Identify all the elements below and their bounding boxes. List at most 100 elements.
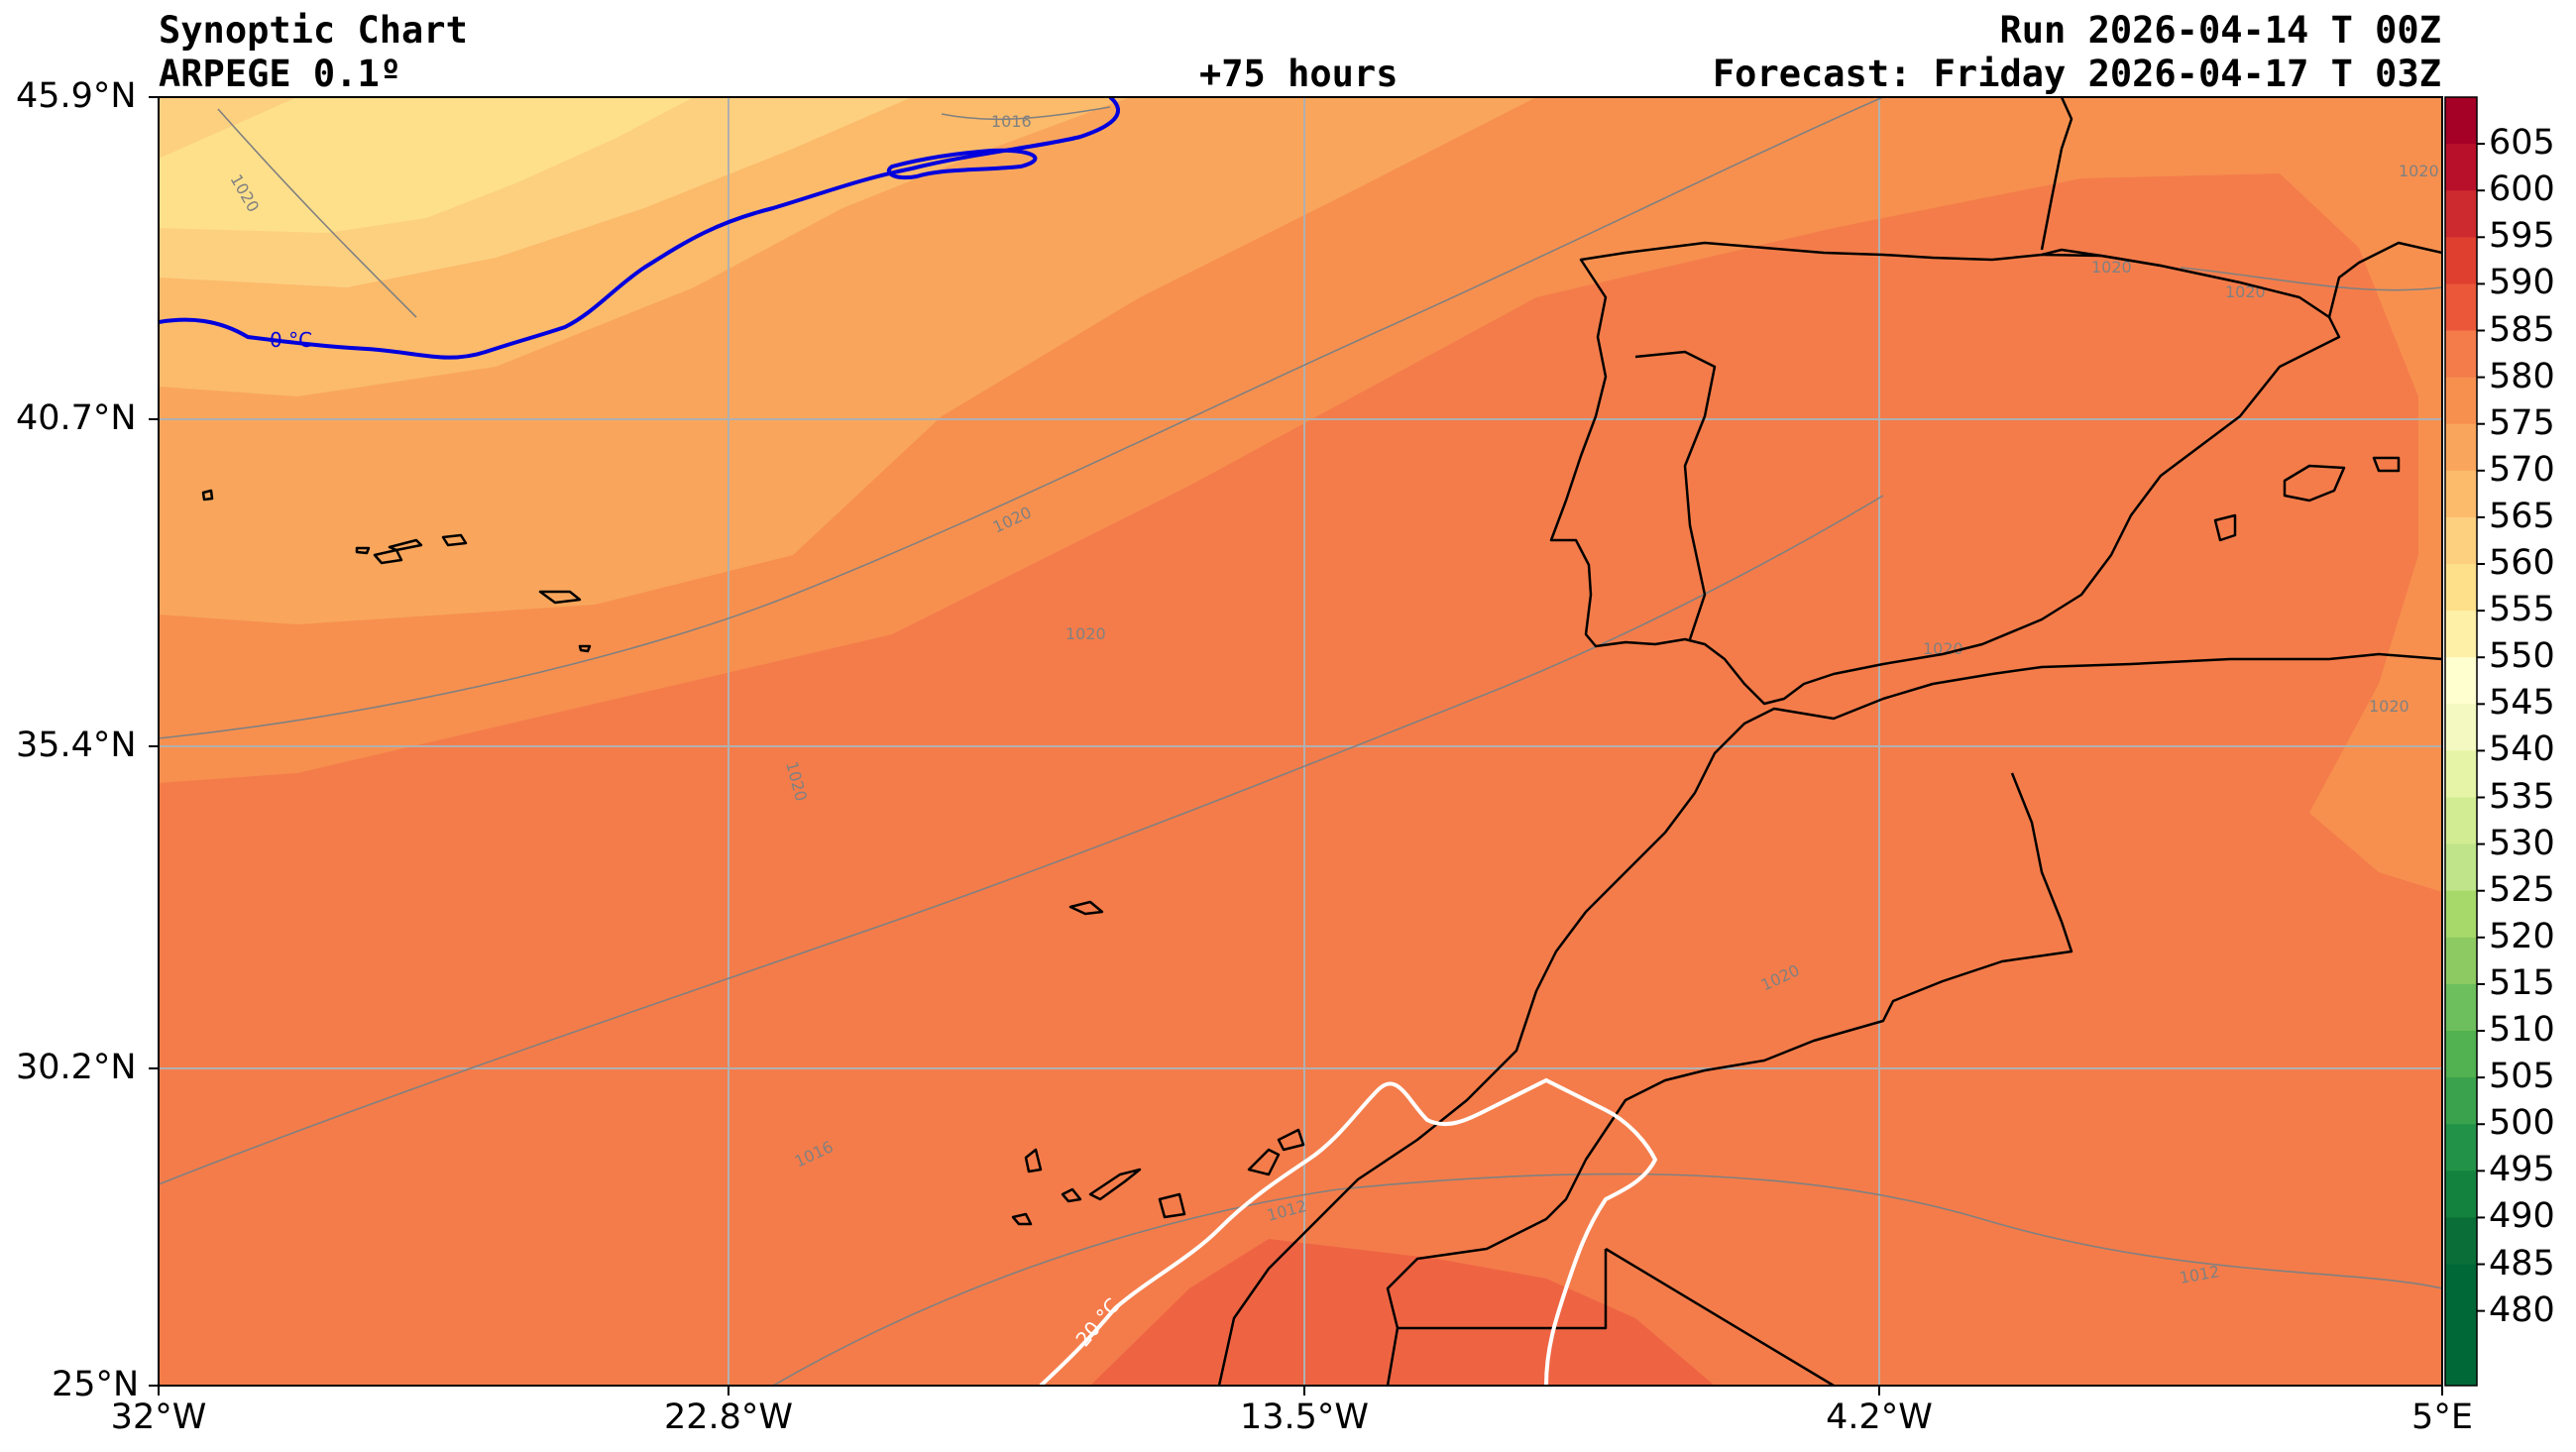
colorbar-label-515: 515 [2489,962,2555,1003]
colorbar-label-490: 490 [2489,1196,2555,1237]
colorbar-swatch [2445,564,2477,612]
azores-6 [538,590,582,605]
colorbar-swatch [2445,1171,2477,1218]
colorbar-label-590: 590 [2489,263,2555,303]
canary-1 [1024,1148,1043,1173]
colorbar-swatch [2445,1310,2477,1387]
colorbar-swatch [2445,797,2477,845]
colorbar-label-545: 545 [2489,683,2555,724]
colorbar-swatch [2445,190,2477,238]
colorbar-swatch [2445,377,2477,425]
isobar-label-1020-east: 1020 [2369,697,2409,716]
colorbar-label-540: 540 [2489,729,2555,770]
lon-label-5e: 5°E [2411,1397,2473,1437]
isobar-label-1016-top: 1016 [991,112,1032,131]
colorbar-swatch [2445,1077,2477,1125]
lat-label-45-9: 45.9°N [16,76,137,116]
colorbar-swatch [2445,890,2477,939]
africa-coast [1217,652,2442,1386]
chart-title: Synoptic Chart [159,9,468,52]
canary-2 [1061,1187,1082,1203]
colorbar-label-530: 530 [2489,823,2555,863]
colorbar-label-505: 505 [2489,1057,2555,1097]
canary-5 [1247,1148,1281,1176]
model-name: ARPEGE 0.1º [159,53,402,95]
isobar-label-1020-france: 1020 [2225,282,2266,301]
coastlines [201,97,2442,1386]
colorbar-swatch [2445,750,2477,799]
azores-1 [201,489,214,502]
colorbar-label-575: 575 [2489,402,2555,443]
azores-7 [578,644,592,653]
colorbar-label-585: 585 [2489,309,2555,350]
colorbar-swatch [2445,704,2477,751]
colorbar-label-565: 565 [2489,496,2555,536]
isobar-label-1020-ne: 1020 [2399,162,2439,180]
colorbar-swatch [2445,1031,2477,1078]
colorbar-swatch [2445,97,2477,145]
france-coast [2040,97,2073,251]
colorbar-label-580: 580 [2489,356,2555,396]
azores-4 [388,538,423,552]
pyrenees-border [2041,253,2162,268]
canary-4 [1158,1192,1186,1219]
colorbar-label-500: 500 [2489,1103,2555,1144]
colorbar-label-550: 550 [2489,636,2555,677]
colorbar-frame [2444,96,2478,1387]
colorbar-swatch [2445,1124,2477,1172]
portugal-border [1634,350,1717,640]
colorbar-swatch [2445,611,2477,658]
plot-frame [158,96,2443,1387]
colorbar-label-495: 495 [2489,1150,2555,1190]
isobar-label-1020-biscay: 1020 [2091,258,2132,277]
colorbar-swatch [2445,516,2477,565]
colorbar-label-560: 560 [2489,543,2555,583]
isotherm-0c-ring [886,148,1038,180]
axis-ticks [149,96,2443,1396]
isobars [159,97,2442,1386]
colorbar-swatch [2445,470,2477,518]
lat-label-30-2: 30.2°N [16,1048,137,1087]
colorbar-swatch [2445,423,2477,472]
lat-label-25: 25°N [52,1365,140,1404]
isotherm-20c [1039,1077,1658,1386]
lon-label-13-5w: 13.5°W [1239,1397,1370,1437]
forecast-time: Forecast: Friday 2026-04-17 T 03Z [1712,53,2441,95]
colorbar-label-520: 520 [2489,916,2555,956]
lat-label-40-7: 40.7°N [16,398,137,438]
azores-2 [355,546,371,555]
colorbar-label-525: 525 [2489,869,2555,910]
colorbar-swatch [2445,144,2477,191]
colorbar-swatch [2445,983,2477,1032]
isobar-label-1020-azores: 1020 [1065,624,1106,643]
colorbar-label-485: 485 [2489,1243,2555,1284]
isotherm-label-0c: 0 °C [270,328,312,352]
colorbar-label-600: 600 [2489,169,2555,210]
colorbar-label-535: 535 [2489,776,2555,817]
colorbar-label-570: 570 [2489,449,2555,490]
colorbar-swatch [2445,843,2477,892]
colorbar-label-555: 555 [2489,590,2555,630]
lon-label-32w: 32°W [110,1397,207,1437]
lat-label-35-4: 35.4°N [16,726,137,765]
band-585 [1090,1239,1715,1386]
mediterranean-coast [2327,241,2442,318]
canary-6 [1277,1128,1305,1152]
canary-3 [1088,1168,1142,1201]
colorbar-swatch [2445,1264,2477,1312]
balearic-minorca [2372,456,2401,473]
lon-label-4-2w: 4.2°W [1826,1397,1933,1437]
colorbar-swatch [2445,237,2477,284]
colorbar-label-605: 605 [2489,123,2555,164]
gridlines [159,97,2442,1386]
run-time: Run 2026-04-14 T 00Z [1999,9,2441,52]
western-sahara-border [1398,1247,1835,1386]
colorbar-swatch [2445,657,2477,705]
isobar-label-1020-spain: 1020 [1923,639,1963,658]
canary-7 [1011,1212,1033,1226]
colorbar-swatch [2445,937,2477,985]
colorbar-label-595: 595 [2489,216,2555,257]
colorbar-label-510: 510 [2489,1010,2555,1051]
madeira [1068,900,1104,916]
